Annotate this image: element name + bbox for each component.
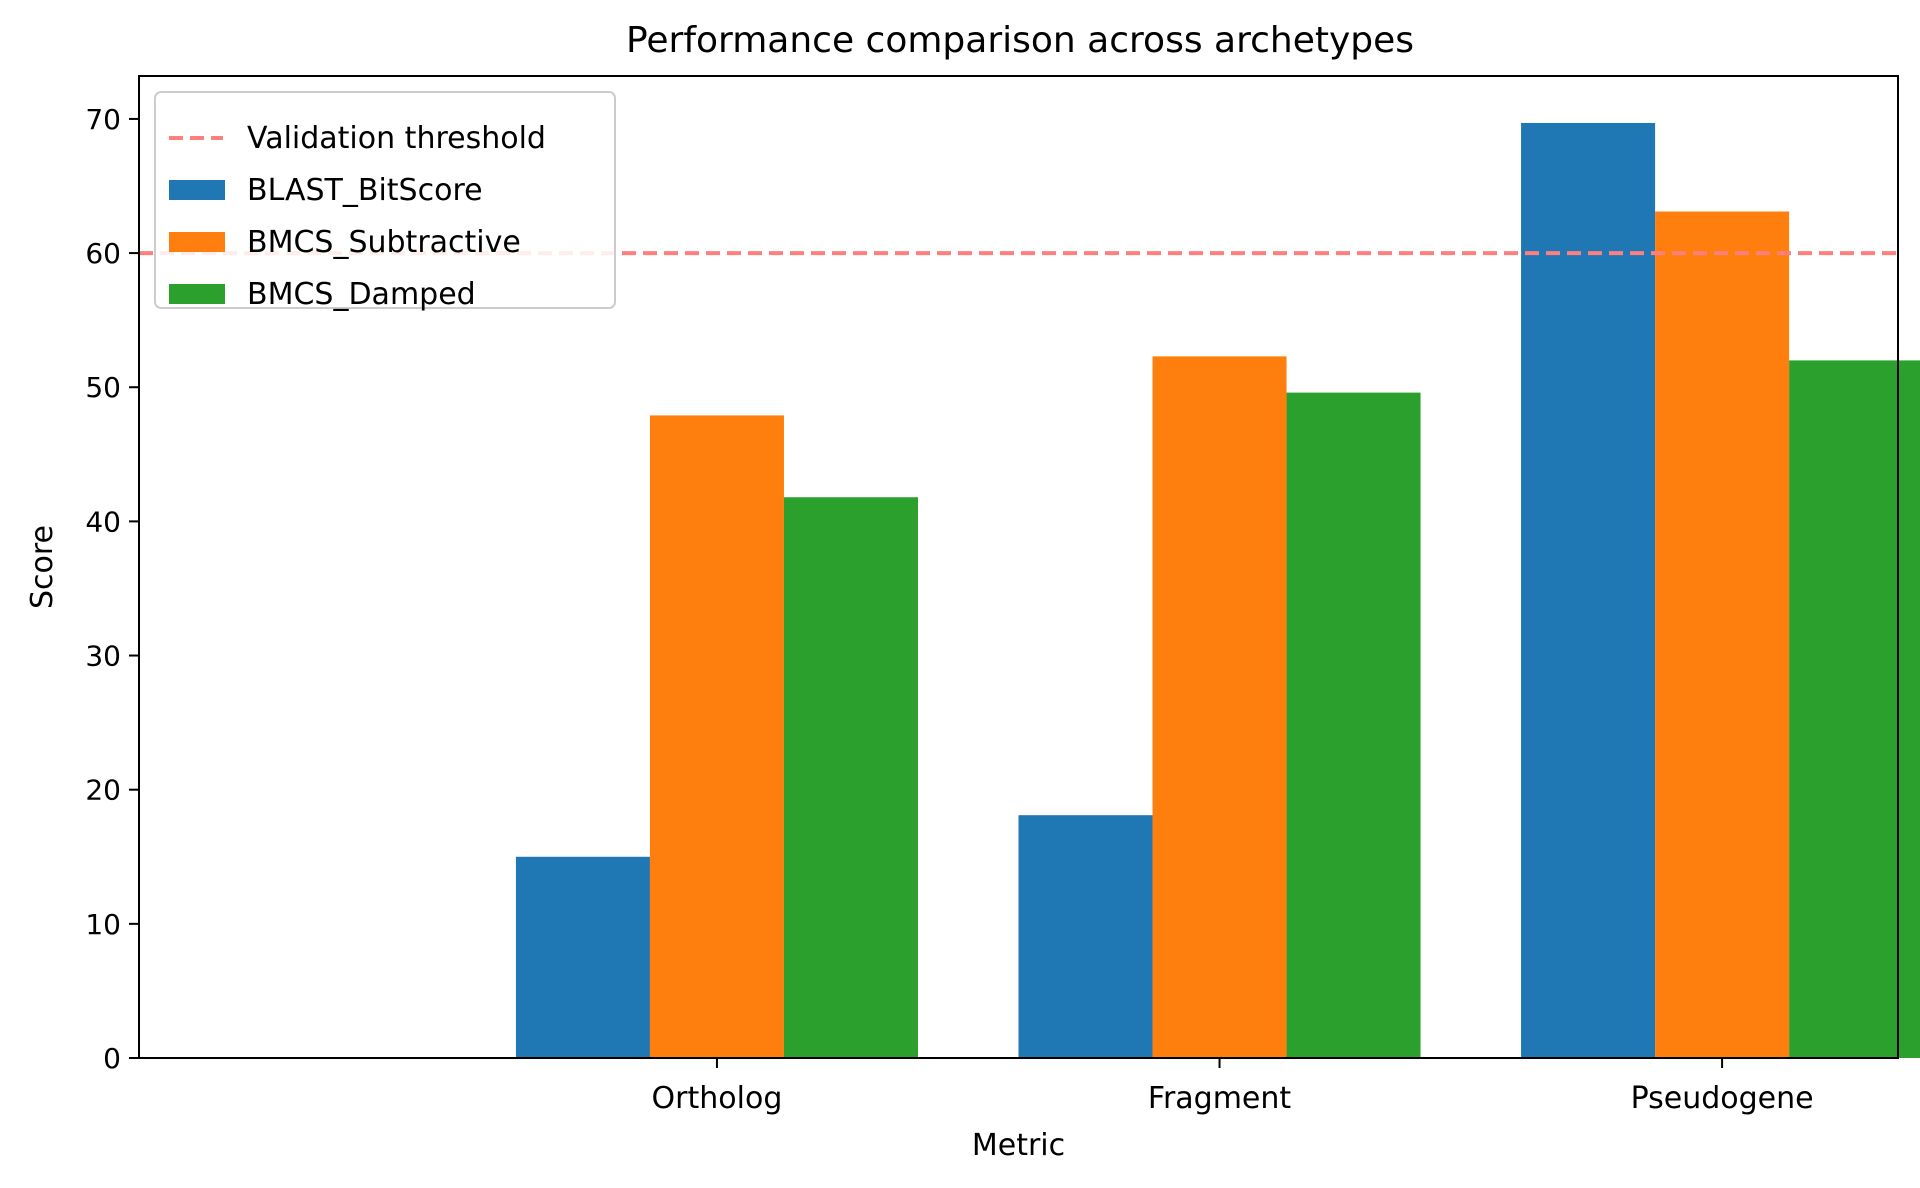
y-tick-label: 40 bbox=[85, 505, 121, 538]
legend-swatch-bmcs-subtractive bbox=[169, 232, 225, 252]
x-axis: Ortholog Fragment Pseudogene bbox=[652, 1058, 1814, 1116]
legend-box bbox=[154, 91, 616, 309]
y-tick-label: 20 bbox=[85, 774, 121, 807]
x-tick-label-ortholog: Ortholog bbox=[652, 1081, 783, 1116]
bar-blast-bitscore-fragment bbox=[1018, 815, 1153, 1058]
legend-threshold-label: Validation threshold bbox=[247, 121, 546, 156]
y-tick-label: 0 bbox=[103, 1042, 121, 1075]
bar-bmcs-damped-ortholog bbox=[783, 497, 918, 1058]
bar-bmcs-subtractive-pseudogene bbox=[1655, 211, 1790, 1059]
legend-label-bmcs-subtractive: BMCS_Subtractive bbox=[247, 225, 521, 260]
y-tick-label: 10 bbox=[85, 908, 121, 941]
bar-bmcs-subtractive-ortholog bbox=[649, 415, 784, 1058]
chart-title: Performance comparison across archetypes bbox=[626, 20, 1414, 61]
y-axis: 0 10 20 30 40 50 60 70 bbox=[85, 103, 139, 1075]
legend-swatch-blast-bitscore bbox=[169, 180, 225, 200]
y-tick-label: 60 bbox=[85, 237, 121, 270]
x-tick-label-pseudogene: Pseudogene bbox=[1631, 1081, 1814, 1116]
bar-blast-bitscore-ortholog bbox=[515, 856, 650, 1058]
y-tick-label: 30 bbox=[85, 640, 121, 673]
legend-label-bmcs-damped: BMCS_Damped bbox=[247, 277, 476, 312]
bar-bmcs-damped-fragment bbox=[1286, 392, 1421, 1059]
x-axis-label: Metric bbox=[972, 1128, 1065, 1163]
y-tick-label: 70 bbox=[85, 103, 121, 136]
legend-label-blast-bitscore: BLAST_BitScore bbox=[247, 173, 483, 208]
legend: Validation threshold BLAST_BitScore BMCS_S… bbox=[154, 91, 616, 312]
bar-bmcs-subtractive-fragment bbox=[1152, 356, 1287, 1059]
legend-swatch-bmcs-damped bbox=[169, 284, 225, 304]
y-tick-label: 50 bbox=[85, 371, 121, 404]
bar-blast-bitscore-pseudogene bbox=[1521, 122, 1656, 1058]
bar-bmcs-damped-pseudogene bbox=[1789, 360, 1920, 1058]
y-axis-label: Score bbox=[25, 525, 60, 609]
x-tick-label-fragment: Fragment bbox=[1148, 1081, 1292, 1116]
bars-group bbox=[515, 122, 1920, 1059]
plot-frame bbox=[138, 75, 1899, 1059]
